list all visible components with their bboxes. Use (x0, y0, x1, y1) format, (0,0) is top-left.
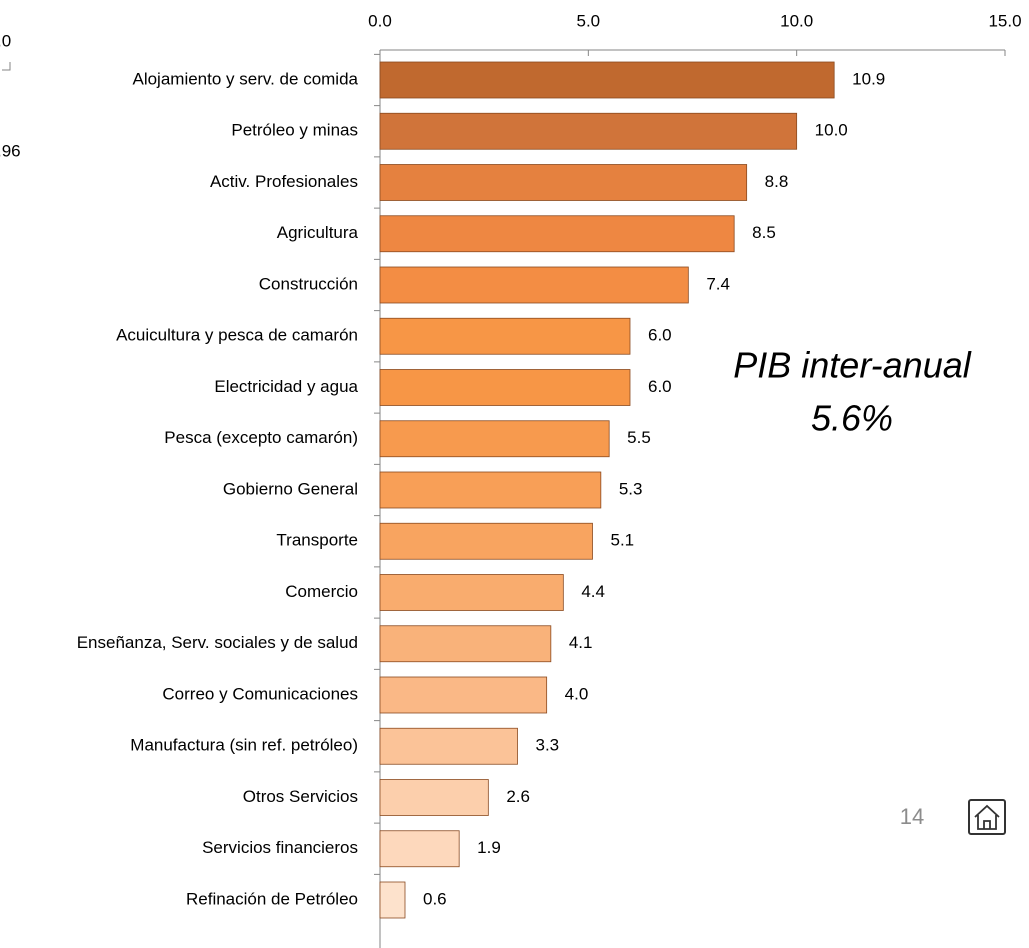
x-tick-label: 0.0 (368, 11, 392, 30)
bar (379, 266, 689, 304)
value-label: 6.0 (648, 326, 672, 345)
y-tick-label: Enseñanza, Serv. sociales y de salud (77, 633, 358, 652)
bar (379, 522, 593, 560)
bar (379, 471, 602, 509)
bar (379, 625, 552, 663)
bar (379, 779, 489, 816)
value-label: 7.4 (706, 274, 730, 293)
page-number: 14 (900, 804, 924, 829)
bar (379, 420, 610, 458)
value-label: 1.9 (477, 838, 501, 857)
bar (379, 369, 631, 406)
bar (379, 574, 564, 611)
y-tick-label: Otros Servicios (243, 787, 358, 806)
x-tick-label: 10.0 (780, 11, 813, 30)
home-button[interactable] (968, 799, 1006, 835)
bar (379, 881, 406, 919)
cropped-label: .0 (0, 31, 11, 50)
value-label: 2.6 (506, 787, 530, 806)
cropped-label: .96 (0, 141, 21, 160)
value-label: 4.1 (569, 633, 593, 652)
y-tick-label: Servicios financieros (202, 838, 358, 857)
value-label: 4.4 (581, 582, 605, 601)
y-tick-label: Acuicultura y pesca de camarón (116, 326, 358, 345)
bar (379, 676, 548, 714)
y-tick-label: Pesca (excepto camarón) (164, 428, 358, 447)
y-tick-label: Gobierno General (223, 479, 358, 498)
value-label: 5.5 (627, 428, 651, 447)
value-label: 8.8 (765, 172, 789, 191)
bar (379, 830, 460, 868)
value-label: 10.9 (852, 69, 885, 88)
y-tick-label: Comercio (285, 582, 358, 601)
value-label: 3.3 (536, 736, 560, 755)
value-label: 5.1 (611, 531, 635, 550)
y-tick-label: Construcción (259, 274, 358, 293)
value-label: 4.0 (565, 684, 589, 703)
y-tick-label: Electricidad y agua (214, 377, 358, 396)
bar (379, 112, 798, 150)
value-label: 5.3 (619, 479, 643, 498)
value-label: 6.0 (648, 377, 672, 396)
bar (379, 727, 518, 765)
y-tick-label: Petróleo y minas (231, 121, 358, 140)
y-tick-label: Alojamiento y serv. de comida (132, 69, 358, 88)
x-tick-label: 5.0 (577, 11, 601, 30)
bar (379, 61, 835, 99)
value-label: 0.6 (423, 889, 447, 908)
y-tick-label: Transporte (276, 531, 358, 550)
y-tick-label: Refinación de Petróleo (186, 889, 358, 908)
value-label: 8.5 (752, 223, 776, 242)
bar (379, 215, 735, 253)
bar (379, 164, 748, 201)
y-tick-label: Activ. Profesionales (210, 172, 358, 191)
value-label: 10.0 (815, 121, 848, 140)
annotation: 5.6% (811, 398, 893, 439)
bar (379, 317, 631, 355)
cropped-axis (2, 62, 11, 71)
x-tick-label: 15.0 (988, 11, 1021, 30)
y-tick-label: Agricultura (277, 223, 359, 242)
annotation: PIB inter-anual (733, 345, 971, 386)
y-tick-label: Manufactura (sin ref. petróleo) (130, 736, 358, 755)
y-tick-label: Correo y Comunicaciones (162, 684, 358, 703)
